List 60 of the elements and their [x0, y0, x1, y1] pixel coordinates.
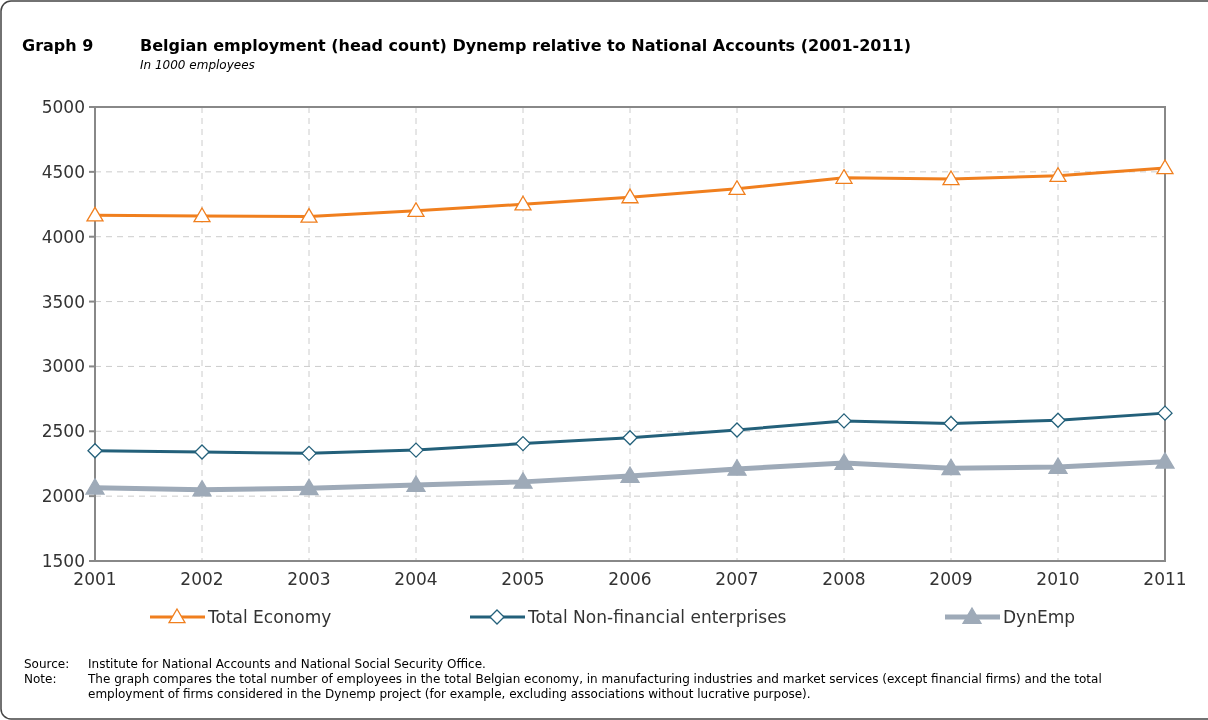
point [834, 453, 854, 471]
x-tick-label: 2011 [1143, 569, 1187, 589]
chart-subtitle: In 1000 employees [140, 58, 255, 72]
point [192, 480, 212, 497]
x-tick-label: 2002 [180, 569, 224, 589]
legend-label: Total Economy [207, 606, 332, 627]
x-tick-label: 2006 [608, 569, 652, 589]
y-tick-label: 1500 [41, 550, 85, 571]
point [1050, 412, 1066, 428]
y-tick-label: 2500 [41, 421, 85, 442]
point [943, 415, 959, 432]
x-tick-label: 2007 [715, 569, 759, 589]
x-tick-label: 2010 [1036, 569, 1080, 589]
point [727, 459, 747, 476]
y-tick-label: 2000 [41, 486, 85, 507]
point [300, 207, 318, 223]
point [299, 478, 319, 496]
point [942, 170, 960, 186]
y-tick-label: 3500 [41, 291, 85, 312]
point [836, 413, 852, 429]
point [1049, 167, 1067, 182]
point [406, 475, 426, 493]
caption: Graph 9 [22, 36, 94, 55]
point [515, 435, 531, 452]
y-tick-label: 4000 [41, 226, 85, 247]
point [194, 444, 210, 460]
point [85, 478, 105, 495]
text: Note: The graph compares the total number of employees in the total Belgian economy, in manufacturing industries and market services (except financial firms) and the total employment of firms considered in the Dynemp project (for example, excluding associations without lucrative purpose). [24, 672, 1102, 701]
point [621, 188, 639, 204]
point [729, 422, 745, 438]
text: Source: Institute for National Accounts and National Social Security Office. [24, 657, 486, 671]
point [193, 207, 211, 223]
point [301, 445, 317, 461]
point [514, 195, 532, 211]
point [87, 443, 103, 459]
y-tick-label: 3000 [41, 356, 85, 377]
chart-title: Belgian employment (head count) Dynemp relative to National Accounts (2001-2011) [140, 36, 912, 55]
x-tick-label: 2005 [501, 569, 545, 589]
x-tick-label: 2003 [287, 569, 331, 589]
point [941, 458, 961, 476]
y-tick-label: 5000 [41, 96, 85, 117]
legend-label: DynEmp [1003, 606, 1076, 627]
point [407, 202, 425, 218]
point [728, 180, 746, 195]
y-tick-label: 4500 [41, 161, 85, 182]
x-tick-label: 2004 [394, 569, 438, 589]
point [1156, 159, 1174, 175]
x-tick-label: 2009 [929, 569, 973, 589]
point [513, 472, 533, 489]
point [408, 442, 424, 458]
x-tick-label: 2001 [73, 569, 117, 589]
point [835, 169, 853, 184]
point [620, 466, 640, 483]
point [622, 430, 638, 446]
point [1157, 405, 1173, 421]
x-tick-label: 2008 [822, 569, 866, 589]
point [1155, 452, 1175, 469]
point [86, 206, 104, 222]
legend-label: Total Non-financial enterprises [527, 606, 787, 627]
point [1048, 457, 1068, 474]
